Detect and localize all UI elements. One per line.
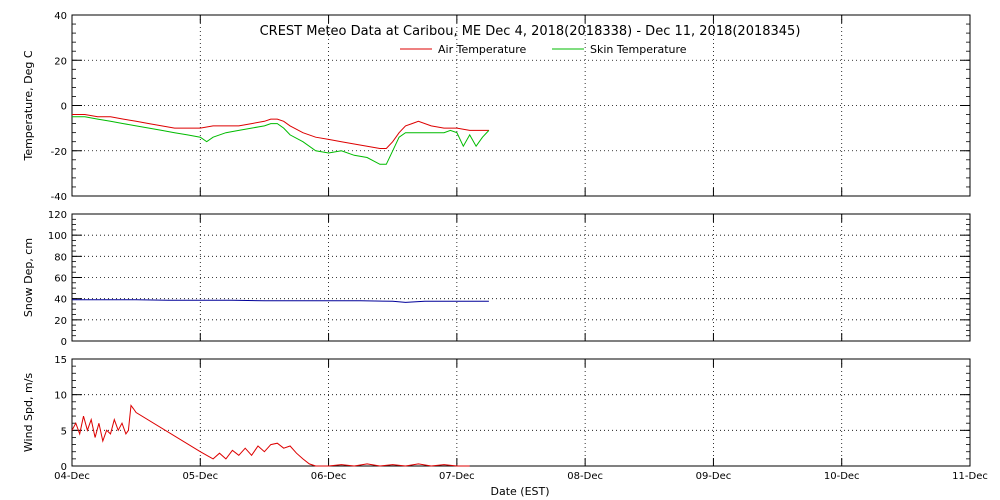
x-tick-label: 07-Dec: [439, 471, 475, 482]
panel-2: 0 20 40 60 80 100 120 Snow Dep, cm: [22, 210, 971, 348]
y-tick-label: 0: [61, 337, 67, 348]
x-axis-label: Date (EST): [490, 485, 549, 498]
y-axis-label: Snow Dep, cm: [22, 238, 35, 317]
y-tick-label: -20: [51, 147, 67, 158]
y-tick-label: 40: [54, 11, 67, 22]
y-tick-label: 120: [48, 210, 67, 221]
x-tick-label: 06-Dec: [311, 471, 347, 482]
x-tick-label: 04-Dec: [54, 471, 90, 482]
legend: Air Temperature Skin Temperature: [400, 43, 687, 56]
y-tick-label: 10: [54, 391, 67, 402]
legend-label-skin-temperature: Skin Temperature: [590, 43, 687, 56]
x-tick-label: 05-Dec: [182, 471, 218, 482]
y-tick-label: 100: [48, 231, 67, 242]
series-line-snow-depth: [72, 299, 489, 303]
plot-frame: [71, 14, 971, 197]
y-axis-label: Wind Spd, m/s: [22, 373, 35, 453]
chart-panels: -40 -20 0 20 40 Temperature, Deg C 0 20 40 60 80 10…: [22, 11, 988, 482]
series-line-air-temperature: [72, 114, 489, 149]
series-line-skin-temperature: [72, 116, 490, 165]
x-tick-label: 11-Dec: [952, 471, 988, 482]
y-tick-label: 20: [54, 316, 67, 327]
y-tick-label: 20: [54, 56, 67, 67]
plot-frame: [71, 213, 971, 342]
plot-frame: [71, 358, 971, 467]
y-tick-label: 0: [61, 462, 67, 473]
y-tick-label: 5: [61, 426, 67, 437]
x-tick-label: 09-Dec: [696, 471, 732, 482]
y-tick-label: 60: [54, 274, 67, 285]
y-axis-label: Temperature, Deg C: [22, 50, 35, 161]
y-tick-label: 40: [54, 295, 67, 306]
chart-title: CREST Meteo Data at Caribou, ME Dec 4, 2…: [260, 24, 801, 39]
y-tick-label: 15: [54, 355, 67, 366]
panel-1: -40 -20 0 20 40 Temperature, Deg C: [22, 11, 971, 203]
y-tick-label: 80: [54, 252, 67, 263]
y-tick-label: -40: [51, 192, 67, 203]
legend-label-air-temperature: Air Temperature: [438, 43, 527, 56]
panel-3: 0 5 10 15 Wind Spd, m/s: [22, 355, 971, 473]
y-tick-label: 0: [61, 102, 67, 113]
x-tick-label: 10-Dec: [824, 471, 860, 482]
series-line-wind-speed: [71, 404, 470, 467]
x-tick-label: 08-Dec: [567, 471, 603, 482]
